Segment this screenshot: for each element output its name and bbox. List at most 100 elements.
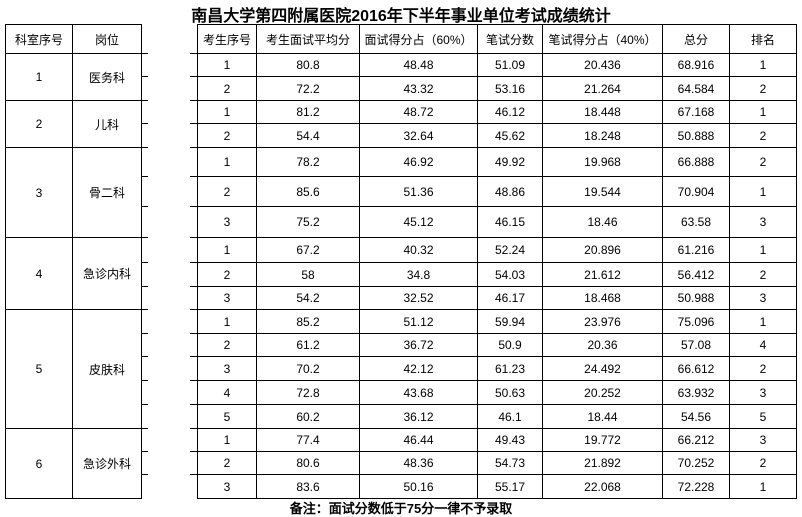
interview-weighted-cell: 42.12 [359, 356, 478, 381]
total-score-cell: 66.888 [662, 147, 730, 177]
interview-weighted-cell: 40.32 [359, 237, 478, 263]
table-row: 1 67.2 40.32 52.24 20.896 61.216 1 [197, 237, 797, 263]
total-score-cell: 50.888 [662, 123, 730, 148]
interview-weighted-cell: 48.36 [359, 451, 478, 475]
written-weighted-cell: 20.252 [542, 380, 663, 405]
blank-column [141, 24, 197, 498]
table-row: 5 60.2 36.12 46.1 18.44 54.56 5 [197, 404, 797, 429]
rank-cell: 3 [729, 206, 797, 238]
interview-avg-cell: 58 [256, 262, 360, 287]
header-total-score: 总分 [662, 24, 730, 54]
header-row: 科室序号 岗位 [5, 24, 142, 54]
rank-cell: 2 [729, 356, 797, 381]
table-row: 2 58 34.8 54.03 21.612 56.412 2 [197, 262, 797, 287]
row-tick [141, 100, 148, 101]
interview-weighted-cell: 36.72 [359, 333, 478, 357]
table-row: 3 83.6 50.16 55.17 22.068 72.228 1 [197, 474, 797, 499]
written-weighted-cell: 19.544 [542, 176, 663, 207]
department-row: 5 皮肤科 [5, 309, 142, 429]
row-tick [190, 176, 197, 177]
row-tick [141, 451, 148, 452]
row-tick [141, 286, 148, 287]
department-row: 1 医务科 [5, 53, 142, 101]
table-row: 2 54.4 32.64 45.62 18.248 50.888 2 [197, 123, 797, 148]
written-weighted-cell: 18.468 [542, 286, 663, 310]
post-cell: 医务科 [72, 53, 142, 101]
interview-avg-cell: 85.6 [256, 176, 360, 207]
row-tick [141, 237, 148, 238]
total-score-cell: 70.252 [662, 451, 730, 475]
row-tick [190, 474, 197, 475]
table-row: 1 78.2 46.92 49.92 19.968 66.888 2 [197, 147, 797, 177]
written-weighted-cell: 18.248 [542, 123, 663, 148]
written-score-cell: 46.17 [477, 286, 543, 310]
row-tick [190, 451, 197, 452]
written-score-cell: 48.86 [477, 176, 543, 207]
interview-weighted-cell: 50.16 [359, 474, 478, 499]
candidate-no-cell: 3 [197, 356, 257, 381]
department-row: 6 急诊外科 [5, 428, 142, 499]
row-tick [190, 333, 197, 334]
total-score-cell: 75.096 [662, 309, 730, 334]
interview-avg-cell: 75.2 [256, 206, 360, 238]
row-tick [190, 286, 197, 287]
total-score-cell: 63.58 [662, 206, 730, 238]
total-score-cell: 68.916 [662, 53, 730, 77]
total-score-cell: 66.612 [662, 356, 730, 381]
interview-avg-cell: 72.8 [256, 380, 360, 405]
department-row: 4 急诊内科 [5, 237, 142, 310]
written-score-cell: 50.63 [477, 380, 543, 405]
interview-weighted-cell: 46.44 [359, 428, 478, 452]
row-tick [141, 206, 148, 207]
row-tick [190, 53, 197, 54]
interview-weighted-cell: 46.92 [359, 147, 478, 177]
table-row: 1 80.8 48.48 51.09 20.436 68.916 1 [197, 53, 797, 77]
rank-cell: 3 [729, 428, 797, 452]
row-tick [141, 309, 148, 310]
interview-weighted-cell: 43.32 [359, 76, 478, 101]
rank-cell: 1 [729, 100, 797, 124]
written-weighted-cell: 21.264 [542, 76, 663, 101]
written-score-cell: 49.92 [477, 147, 543, 177]
candidate-no-cell: 2 [197, 451, 257, 475]
total-score-cell: 67.168 [662, 100, 730, 124]
row-tick [190, 404, 197, 405]
row-tick [190, 100, 197, 101]
rank-cell: 1 [729, 53, 797, 77]
rank-cell: 2 [729, 262, 797, 287]
table-row: 1 77.4 46.44 49.43 19.772 66.212 3 [197, 428, 797, 452]
interview-avg-cell: 78.2 [256, 147, 360, 177]
score-table: 考生序号 考生面试平均分 面试得分占（60%） 笔试分数 笔试得分占（40%） 总分 排名 1… [197, 24, 797, 499]
department-table: 科室序号 岗位 1 医务科 2 儿科 3 骨二科 4 急诊内科 5 皮肤科 6 急诊外科 [5, 24, 142, 499]
table-row: 3 54.2 32.52 46.17 18.468 50.988 3 [197, 286, 797, 310]
row-tick [190, 123, 197, 124]
written-score-cell: 52.24 [477, 237, 543, 263]
post-cell: 儿科 [72, 100, 142, 148]
interview-weighted-cell: 48.72 [359, 100, 478, 124]
rank-cell: 3 [729, 380, 797, 405]
interview-avg-cell: 81.2 [256, 100, 360, 124]
rank-cell: 1 [729, 237, 797, 263]
total-score-cell: 66.212 [662, 428, 730, 452]
table-row: 3 70.2 42.12 61.23 24.492 66.612 2 [197, 356, 797, 381]
written-score-cell: 50.9 [477, 333, 543, 357]
row-tick [141, 404, 148, 405]
row-tick [141, 474, 148, 475]
row-tick [141, 147, 148, 148]
rank-cell: 3 [729, 286, 797, 310]
table-row: 4 72.8 43.68 50.63 20.252 63.932 3 [197, 380, 797, 405]
row-tick [141, 262, 148, 263]
candidate-no-cell: 3 [197, 206, 257, 238]
row-tick [190, 380, 197, 381]
dept-no-cell: 4 [5, 237, 73, 310]
interview-weighted-cell: 43.68 [359, 380, 478, 405]
written-weighted-cell: 21.612 [542, 262, 663, 287]
table-row: 2 80.6 48.36 54.73 21.892 70.252 2 [197, 451, 797, 475]
written-weighted-cell: 24.492 [542, 356, 663, 381]
row-tick [141, 76, 148, 77]
interview-avg-cell: 83.6 [256, 474, 360, 499]
row-tick [141, 53, 148, 54]
row-tick [141, 428, 148, 429]
dept-no-cell: 6 [5, 428, 73, 499]
rank-cell: 2 [729, 123, 797, 148]
